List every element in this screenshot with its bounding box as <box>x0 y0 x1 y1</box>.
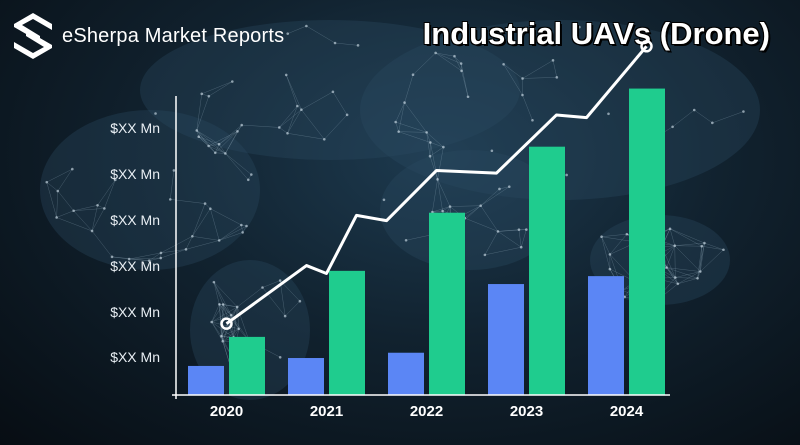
bar <box>529 146 565 395</box>
bars <box>188 88 665 396</box>
bar <box>188 365 224 395</box>
bar <box>488 284 524 395</box>
bar <box>288 358 324 395</box>
brand-logo[interactable]: eSherpa Market Reports <box>10 10 284 62</box>
y-axis-ticks: $XX Mn $XX Mn $XX Mn $XX Mn $XX Mn $XX Mn <box>110 120 160 365</box>
x-tick-label: 2021 <box>310 403 343 420</box>
bar <box>429 212 465 395</box>
trend-line <box>225 45 648 325</box>
x-tick-label: 2023 <box>510 403 543 420</box>
trend-end-marker <box>640 40 653 53</box>
bar <box>588 276 624 395</box>
trend-markers <box>220 40 653 330</box>
trend-end-marker <box>220 317 233 330</box>
chart-title: Industrial UAVs (Drone) <box>422 16 770 51</box>
y-tick-label: $XX Mn <box>110 304 160 320</box>
x-axis-ticks: 2020 2021 2022 2023 2024 <box>210 403 644 420</box>
y-tick-label: $XX Mn <box>110 166 160 182</box>
y-tick-label: $XX Mn <box>110 258 160 274</box>
x-tick-label: 2020 <box>210 403 243 420</box>
y-tick-label: $XX Mn <box>110 212 160 228</box>
bar <box>329 270 365 395</box>
brand-name: eSherpa Market Reports <box>62 24 285 47</box>
bar <box>229 336 265 395</box>
y-tick-label: $XX Mn <box>110 349 160 365</box>
bar <box>629 88 665 396</box>
x-tick-label: 2022 <box>410 403 443 420</box>
bar <box>388 352 424 395</box>
sherpa-logo-icon <box>14 13 52 59</box>
y-tick-label: $XX Mn <box>110 120 160 136</box>
x-tick-label: 2024 <box>610 403 644 420</box>
